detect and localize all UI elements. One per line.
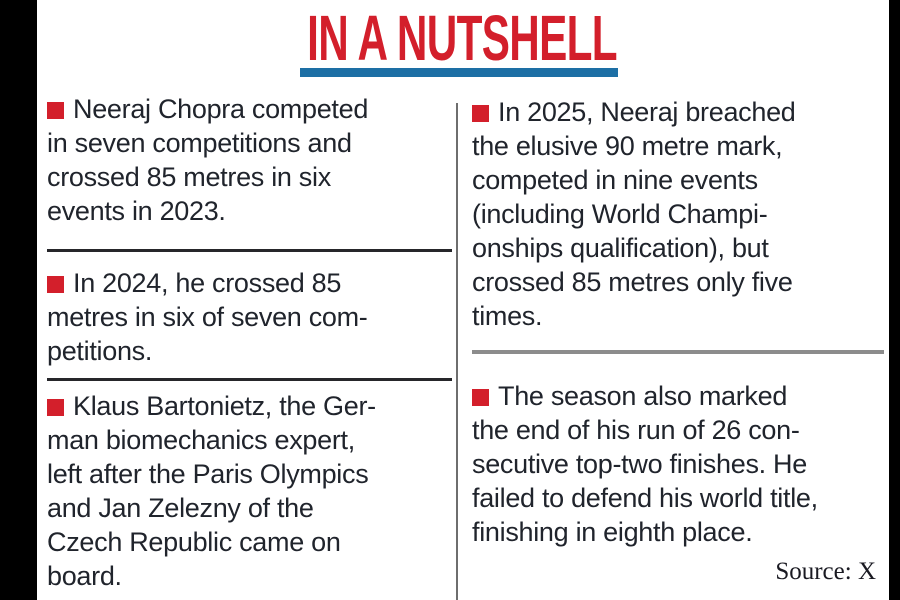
bullet-item-text: The season also marked the end of his ru… [472, 381, 818, 547]
bullet-item-text: In 2024, he crossed 85 metres in six of … [47, 268, 368, 366]
bullet-item: The season also marked the end of his ru… [472, 379, 884, 549]
column-divider [456, 103, 458, 600]
bullet-item: In 2025, Neeraj breached the elusive 90 … [472, 95, 884, 333]
divider [47, 378, 452, 381]
divider [472, 350, 884, 354]
page-title: IN A NUTSHELL [307, 2, 617, 74]
left-black-edge-bar [0, 0, 37, 600]
title-underline-bar [300, 68, 618, 77]
bullet-square-icon [472, 389, 489, 406]
bullet-item: Neeraj Chopra competed in seven competit… [47, 92, 452, 228]
bullet-square-icon [472, 105, 489, 122]
bullet-item-text: In 2025, Neeraj breached the elusive 90 … [472, 97, 796, 331]
bullet-square-icon [47, 276, 64, 293]
divider [47, 249, 452, 252]
bullet-item: Klaus Bartonietz, the Ger- man biomechan… [47, 389, 452, 593]
right-column: In 2025, Neeraj breached the elusive 90 … [472, 95, 884, 549]
bullet-square-icon [47, 399, 64, 416]
bullet-item: In 2024, he crossed 85 metres in six of … [47, 266, 452, 368]
bullet-item-text: Neeraj Chopra competed in seven competit… [47, 94, 369, 226]
left-column: Neeraj Chopra competed in seven competit… [47, 92, 452, 593]
bullet-square-icon [47, 102, 64, 119]
source-attribution: Source: X [775, 558, 876, 585]
right-black-edge-bar [889, 0, 900, 600]
bullet-item-text: Klaus Bartonietz, the Ger- man biomechan… [47, 391, 376, 591]
